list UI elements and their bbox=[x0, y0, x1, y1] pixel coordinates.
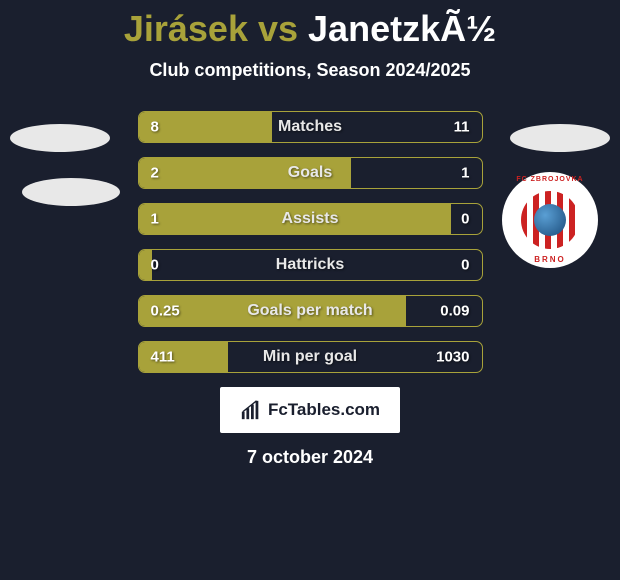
stat-row: 1 Assists 0 bbox=[138, 203, 483, 235]
chart-icon bbox=[240, 399, 262, 421]
stat-value-right: 0.09 bbox=[440, 303, 469, 320]
stat-value-right: 1 bbox=[461, 165, 469, 182]
stats-list: 8Matches112Goals11Assists00Hattricks00.2… bbox=[138, 111, 483, 373]
stat-label: Matches bbox=[278, 118, 342, 136]
stat-value-right: 11 bbox=[454, 119, 470, 136]
stat-row: 0 Hattricks 0 bbox=[138, 249, 483, 281]
decorative-oval bbox=[510, 124, 610, 152]
player2-name: JanetzkÃ½ bbox=[308, 8, 496, 49]
crest-bottom-text: BRNO bbox=[502, 255, 598, 264]
stat-label: Min per goal bbox=[263, 348, 357, 366]
decorative-oval bbox=[22, 178, 120, 206]
crest-stripes bbox=[521, 191, 579, 249]
stat-label: Goals bbox=[288, 164, 332, 182]
stat-row: 8 Matches 11 bbox=[138, 111, 483, 143]
stat-value-left: 8 bbox=[151, 119, 159, 136]
page-title: Jirásek vs JanetzkÃ½ bbox=[0, 8, 620, 50]
player1-name: Jirásek vs bbox=[124, 8, 308, 49]
stat-value-left: 411 bbox=[151, 349, 175, 366]
stat-label: Hattricks bbox=[276, 256, 344, 274]
stat-value-left: 2 bbox=[151, 165, 159, 182]
brand-text: FcTables.com bbox=[268, 400, 380, 420]
date-label: 7 october 2024 bbox=[0, 447, 620, 468]
stat-row: 0.25 Goals per match 0.09 bbox=[138, 295, 483, 327]
stat-value-left: 0.25 bbox=[151, 303, 180, 320]
subtitle: Club competitions, Season 2024/2025 bbox=[0, 60, 620, 81]
brand-badge: FcTables.com bbox=[220, 387, 400, 433]
stat-row: 411 Min per goal 1030 bbox=[138, 341, 483, 373]
crest-ball-icon bbox=[534, 204, 566, 236]
stat-value-left: 0 bbox=[151, 257, 159, 274]
stat-value-right: 1030 bbox=[436, 349, 469, 366]
stat-value-right: 0 bbox=[461, 211, 469, 228]
comparison-card: Jirásek vs JanetzkÃ½ Club competitions, … bbox=[0, 0, 620, 468]
stat-label: Goals per match bbox=[247, 302, 372, 320]
crest-outer-ring: FC ZBROJOVKA BRNO bbox=[502, 172, 598, 268]
decorative-oval bbox=[10, 124, 110, 152]
club-crest: FC ZBROJOVKA BRNO bbox=[502, 172, 598, 268]
stat-label: Assists bbox=[282, 210, 339, 228]
crest-top-text: FC ZBROJOVKA bbox=[502, 176, 598, 183]
stat-value-right: 0 bbox=[461, 257, 469, 274]
stat-value-left: 1 bbox=[151, 211, 159, 228]
stat-row: 2 Goals 1 bbox=[138, 157, 483, 189]
